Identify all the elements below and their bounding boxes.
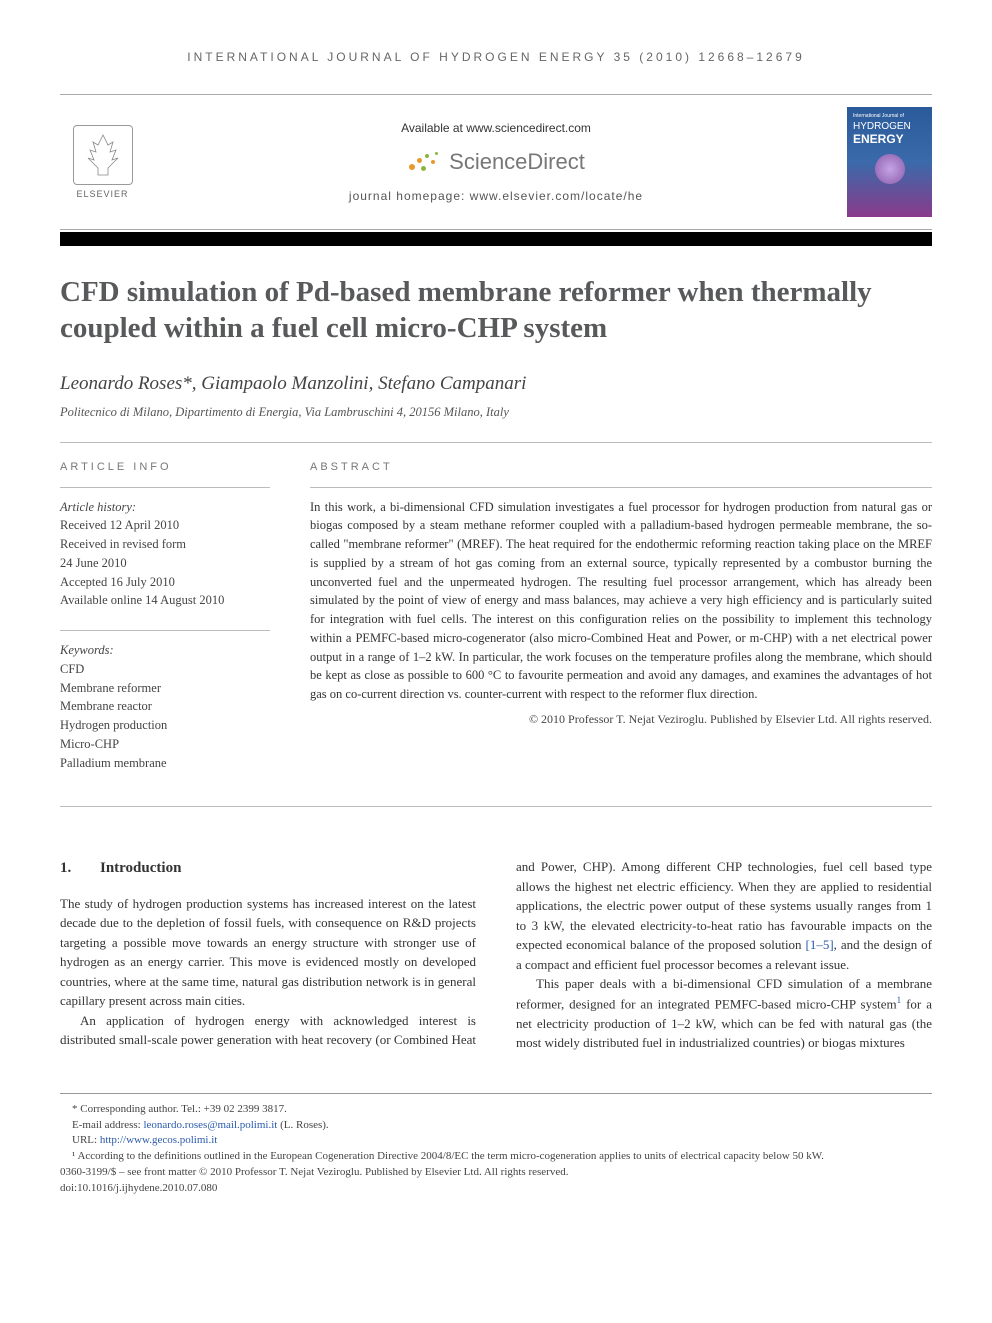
body-text: 1.Introduction The study of hydrogen pro… (60, 857, 932, 1052)
footnote-1: ¹ According to the definitions outlined … (60, 1149, 932, 1165)
email-link[interactable]: leonardo.roses@mail.polimi.it (143, 1119, 277, 1131)
reference-link[interactable]: [1–5] (805, 937, 833, 952)
keyword: Palladium membrane (60, 754, 270, 773)
abstract-column: ABSTRACT In this work, a bi-dimensional … (310, 461, 932, 793)
journal-header: ELSEVIER Available at www.sciencedirect.… (60, 94, 932, 230)
abstract-copyright: © 2010 Professor T. Nejat Veziroglu. Pub… (310, 712, 932, 727)
abstract-heading: ABSTRACT (310, 461, 932, 473)
keywords-label: Keywords: (60, 641, 270, 660)
cover-graphic-icon (875, 154, 905, 184)
url-label: URL: (72, 1134, 100, 1146)
sciencedirect-dots-icon (407, 150, 441, 174)
article-history: Article history: Received 12 April 2010 … (60, 487, 270, 611)
issn-line: 0360-3199/$ – see front matter © 2010 Pr… (60, 1165, 932, 1181)
url-line: URL: http://www.gecos.polimi.it (60, 1133, 932, 1149)
sciencedirect-label: ScienceDirect (449, 149, 585, 175)
text-run: (L. Roses). (277, 1119, 328, 1131)
header-center: Available at www.sciencedirect.com Scien… (165, 121, 827, 203)
keyword: Hydrogen production (60, 716, 270, 735)
elsevier-label: ELSEVIER (76, 189, 128, 199)
history-line: Accepted 16 July 2010 (60, 573, 270, 592)
header-black-bar (60, 232, 932, 246)
text-run: This paper deals with a bi-dimensional C… (516, 976, 932, 1011)
section-number: 1. (60, 857, 100, 880)
history-line: Received in revised form (60, 535, 270, 554)
history-line: Available online 14 August 2010 (60, 591, 270, 610)
url-link[interactable]: http://www.gecos.polimi.it (100, 1134, 218, 1146)
history-label: Article history: (60, 498, 270, 517)
section-title: Introduction (100, 860, 181, 876)
footnotes: * Corresponding author. Tel.: +39 02 239… (60, 1093, 932, 1198)
running-head: INTERNATIONAL JOURNAL OF HYDROGEN ENERGY… (60, 50, 932, 64)
history-line: 24 June 2010 (60, 554, 270, 573)
info-abstract-row: ARTICLE INFO Article history: Received 1… (60, 461, 932, 793)
article-info-column: ARTICLE INFO Article history: Received 1… (60, 461, 270, 793)
email-line: E-mail address: leonardo.roses@mail.poli… (60, 1118, 932, 1134)
email-label: E-mail address: (72, 1119, 143, 1131)
section-heading: 1.Introduction (60, 857, 476, 880)
sciencedirect-logo: ScienceDirect (407, 149, 585, 175)
available-at: Available at www.sciencedirect.com (165, 121, 827, 135)
doi-line: doi:10.1016/j.ijhydene.2010.07.080 (60, 1181, 932, 1197)
corresponding-author: * Corresponding author. Tel.: +39 02 239… (60, 1102, 932, 1118)
article-title: CFD simulation of Pd-based membrane refo… (60, 274, 932, 347)
abstract-text: In this work, a bi-dimensional CFD simul… (310, 487, 932, 704)
divider (60, 806, 932, 807)
cover-title-2: ENERGY (853, 132, 926, 146)
authors: Leonardo Roses*, Giampaolo Manzolini, St… (60, 373, 932, 395)
elsevier-logo: ELSEVIER (60, 115, 145, 210)
keyword: CFD (60, 660, 270, 679)
keyword: Membrane reformer (60, 679, 270, 698)
history-line: Received 12 April 2010 (60, 516, 270, 535)
divider (60, 442, 932, 443)
cover-supertitle: International Journal of (853, 113, 926, 119)
keyword: Micro-CHP (60, 735, 270, 754)
affiliation: Politecnico di Milano, Dipartimento di E… (60, 405, 932, 420)
cover-title-1: HYDROGEN (853, 121, 926, 132)
paragraph: This paper deals with a bi-dimensional C… (516, 974, 932, 1052)
journal-cover-thumbnail: International Journal of HYDROGEN ENERGY (847, 107, 932, 217)
keyword: Membrane reactor (60, 697, 270, 716)
text-run: * Corresponding author. Tel.: +39 02 239… (72, 1103, 287, 1115)
elsevier-tree-icon (73, 125, 133, 185)
journal-homepage: journal homepage: www.elsevier.com/locat… (165, 189, 827, 203)
keywords: Keywords: CFD Membrane reformer Membrane… (60, 630, 270, 772)
paragraph: The study of hydrogen production systems… (60, 894, 476, 1011)
article-info-heading: ARTICLE INFO (60, 461, 270, 473)
